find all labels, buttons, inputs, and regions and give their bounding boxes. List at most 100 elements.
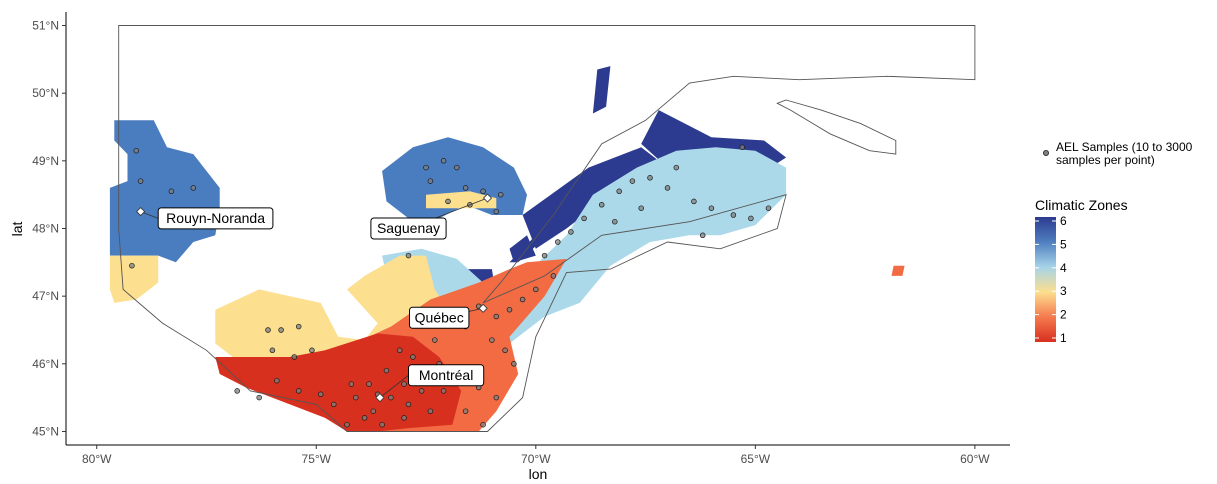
legend-tick-label: 2 [1060, 308, 1067, 322]
y-tick-label: 51°N [32, 19, 59, 33]
y-tick-label: 50°N [32, 86, 59, 100]
legend-tick-label: 1 [1060, 331, 1067, 345]
city-label: Québec [415, 309, 464, 325]
legend-samples-label-line2: samples per point) [1056, 153, 1155, 167]
city-labels: Rouyn-Noranda Saguenay Québec Montréal [136, 193, 493, 403]
sample-point [295, 323, 302, 330]
sample-point [699, 232, 706, 239]
sample-point [739, 144, 745, 151]
plot-area: Rouyn-Noranda Saguenay Québec Montréal [109, 25, 976, 432]
sample-point [418, 388, 425, 394]
city-label: Montréal [419, 367, 473, 383]
sample-point [462, 185, 469, 191]
sample-point [497, 191, 504, 198]
y-tick-label: 47°N [32, 289, 59, 303]
sample-point [396, 347, 403, 354]
sample-point [480, 421, 486, 428]
sample-point [708, 205, 715, 211]
sample-point [581, 215, 587, 222]
sample-point [427, 408, 434, 414]
city-label-box [409, 306, 470, 329]
sample-point [256, 394, 262, 401]
sample-point [519, 296, 526, 303]
anticosti-island-outline [776, 99, 897, 155]
x-tick-label: 70°W [521, 452, 551, 466]
sample-point [401, 415, 407, 421]
zone-3-region-1 [109, 255, 159, 303]
x-tick-label: 80°W [82, 452, 112, 466]
sample-point [629, 178, 636, 184]
sample-point [361, 415, 368, 421]
sample-point [133, 147, 140, 154]
sample-point [541, 252, 548, 259]
sample-point [440, 158, 447, 164]
sample-point [379, 421, 385, 428]
sample-point [493, 313, 500, 320]
sample-point [295, 388, 302, 394]
sample-point [274, 377, 280, 384]
y-axis-title: lat [9, 222, 25, 237]
city-label-box [408, 364, 485, 387]
sample-point [550, 273, 557, 279]
sample-point [265, 327, 271, 333]
city-marker [482, 193, 493, 203]
legend-colorbar-ticks: 6 5 4 3 2 1 [1035, 214, 1067, 345]
city-leader-line [379, 374, 409, 398]
x-tick-label: 75°W [302, 452, 332, 466]
sample-point [765, 205, 772, 211]
sample-point [489, 337, 495, 343]
sample-point [502, 347, 508, 354]
legend-tick-label: 5 [1060, 237, 1067, 251]
city-marker [478, 303, 488, 313]
axes: 80°W 75°W 70°W 65°W 60°W 45°N 46°N 47°N 48°N 49°… [9, 12, 1010, 482]
legend-tick-label: 6 [1060, 214, 1067, 228]
sample-point [234, 388, 240, 394]
sample-point [638, 205, 644, 211]
city-qu-bec: Québec [409, 303, 488, 329]
city-rouyn-noranda: Rouyn-Noranda [136, 207, 274, 230]
sample-point [383, 367, 390, 374]
sample-point [344, 421, 350, 428]
sample-point [291, 354, 298, 360]
city-marker [375, 393, 385, 403]
x-axis-title: lon [529, 466, 548, 482]
sample-point [353, 394, 359, 401]
sample-point [190, 185, 197, 191]
y-tick-label: 49°N [32, 154, 59, 168]
sample-point [269, 347, 276, 354]
legend-tick-label: 3 [1060, 284, 1067, 298]
sample-point [511, 361, 517, 367]
sample-point [647, 175, 653, 181]
sample-point [493, 208, 500, 215]
sample-point [405, 401, 412, 408]
sample-point [348, 381, 355, 387]
zone-5-region-0 [109, 120, 220, 263]
sample-point [331, 401, 337, 408]
zone-1-region-13 [215, 333, 462, 432]
sample-point [480, 188, 486, 195]
city-label-box [157, 207, 274, 230]
sample-point [462, 408, 469, 414]
sample-point [388, 394, 394, 401]
zone-6-region-9 [592, 66, 611, 114]
x-axis-ticks: 80°W 75°W 70°W 65°W 60°W [82, 445, 990, 466]
sample-point [533, 286, 539, 293]
sample-point [664, 185, 671, 191]
sample-point [129, 262, 135, 269]
zone-3-region-3 [426, 191, 497, 209]
zone-6-region-6 [509, 235, 536, 263]
sample-point [366, 381, 372, 387]
sample-point [423, 164, 429, 171]
sample-point [401, 381, 407, 387]
city-saguenay: Saguenay [370, 193, 493, 240]
y-axis-ticks: 45°N 46°N 47°N 48°N 49°N 50°N 51°N [32, 19, 66, 438]
sample-point [432, 337, 438, 343]
zone-6-region-5 [522, 147, 659, 249]
sample-point [405, 252, 412, 259]
sample-point [137, 178, 144, 184]
city-label-box [370, 217, 447, 240]
zone-2-region-14 [891, 265, 905, 276]
sample-point [317, 391, 324, 398]
sample-point [168, 188, 175, 195]
